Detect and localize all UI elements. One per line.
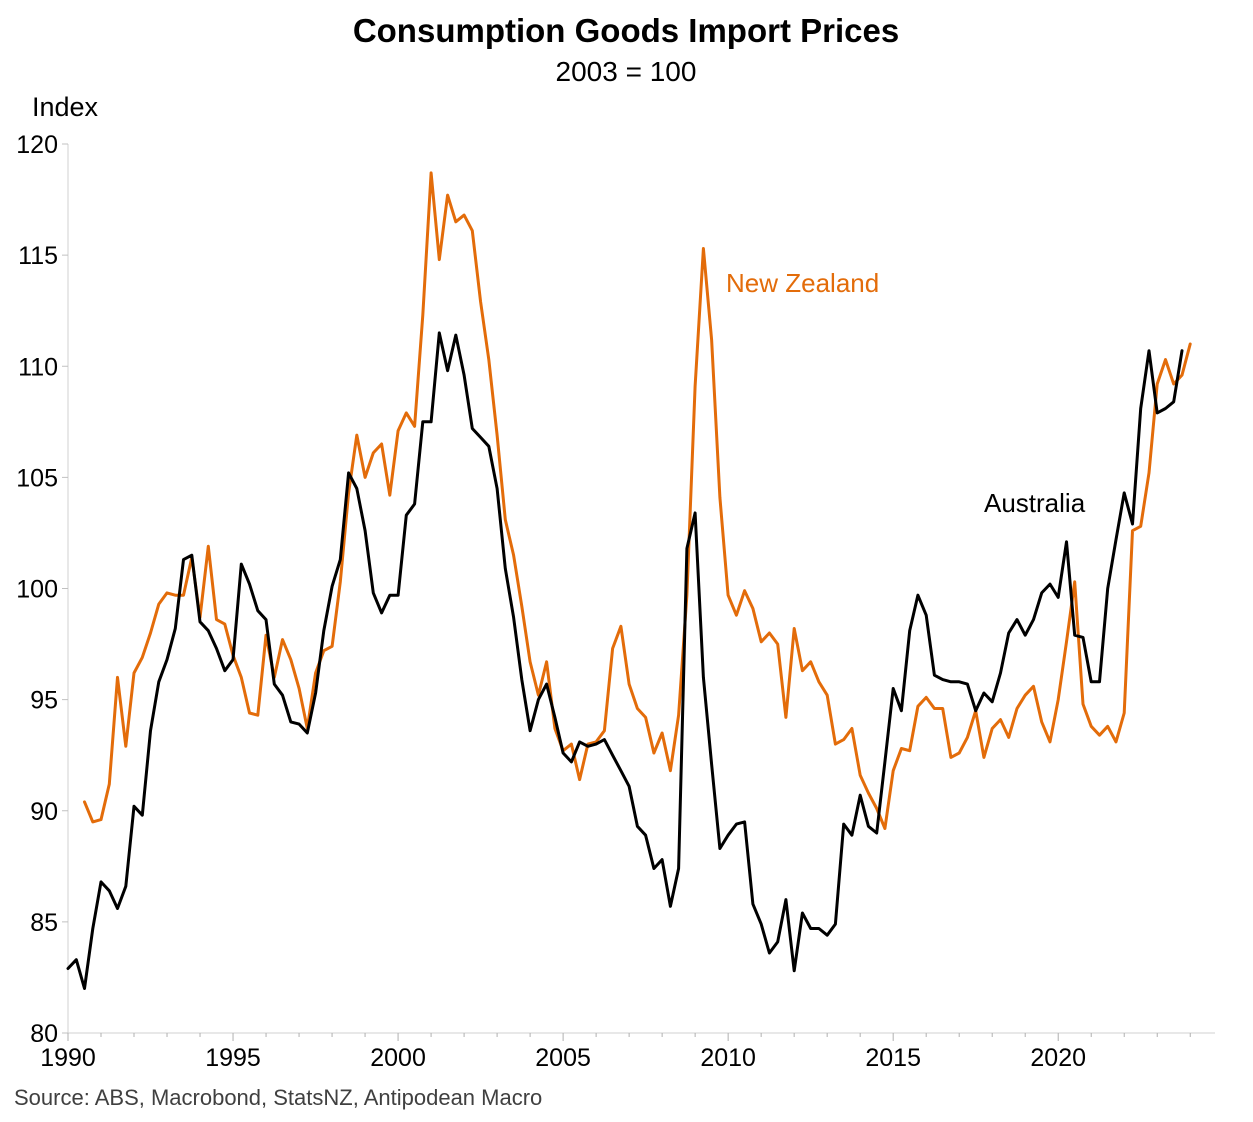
y-tick-label: 80: [30, 1020, 58, 1048]
x-tick-label: 2015: [865, 1044, 921, 1072]
x-tick-label: 1995: [205, 1044, 261, 1072]
chart-title: Consumption Goods Import Prices: [353, 12, 899, 49]
series-label-new-zealand: New Zealand: [726, 268, 879, 298]
series-lines: [66, 171, 1192, 990]
series-label-australia: Australia: [984, 488, 1086, 518]
y-tick-label: 110: [18, 353, 58, 381]
chart-subtitle: 2003 = 100: [556, 56, 697, 87]
y-tick-label: 120: [16, 131, 58, 159]
y-tick-label: 85: [30, 909, 58, 937]
source-note: Source: ABS, Macrobond, StatsNZ, Antipod…: [14, 1085, 542, 1110]
series-line-australia: [66, 331, 1184, 990]
x-tick-label: 2020: [1030, 1044, 1086, 1072]
y-axis-unit-label: Index: [32, 92, 99, 122]
y-tick-label: 100: [16, 576, 58, 604]
y-tick-label: 115: [18, 242, 58, 270]
y-axis: 80 85 90 95 100 105 110 115 120: [16, 131, 69, 1048]
y-tick-label: 105: [16, 464, 58, 492]
x-axis: 1990 1995 2000 2005 2010 2015 2020: [40, 1032, 1215, 1072]
x-tick-label: 2010: [700, 1044, 756, 1072]
y-tick-label: 95: [30, 687, 58, 715]
x-tick-label: 1990: [40, 1044, 96, 1072]
x-tick-label: 2000: [370, 1044, 426, 1072]
x-tick-label: 2005: [535, 1044, 591, 1072]
y-tick-label: 90: [30, 798, 58, 826]
